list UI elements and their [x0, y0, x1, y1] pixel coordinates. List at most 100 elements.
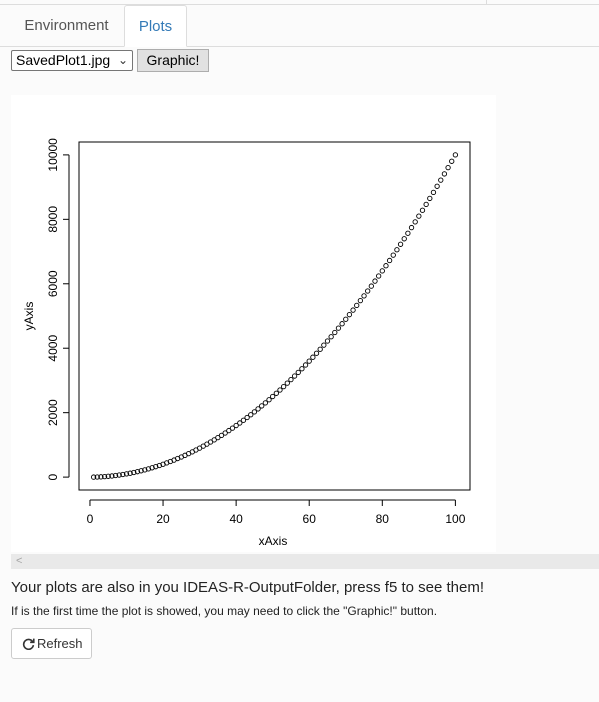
x-axis-label: xAxis [259, 534, 288, 548]
data-point [441, 171, 448, 177]
data-point [339, 321, 345, 327]
data-point [284, 380, 290, 386]
data-point [280, 383, 287, 390]
scroll-left-icon[interactable]: < [16, 555, 23, 567]
data-point [142, 467, 148, 473]
data-point [401, 236, 407, 242]
data-point [317, 346, 323, 352]
data-point [149, 465, 155, 471]
data-point [229, 425, 236, 431]
data-point [131, 469, 137, 476]
data-point [335, 325, 342, 331]
saved-plot-select-value: SavedPlot1.jpg [16, 52, 111, 68]
data-point [138, 468, 144, 474]
top-separator [486, 0, 487, 4]
data-point [222, 430, 228, 436]
data-point [419, 207, 426, 213]
data-point [215, 434, 221, 441]
data-point [408, 224, 415, 231]
data-point [98, 474, 104, 480]
data-point [306, 358, 312, 364]
data-point [412, 219, 418, 225]
data-point [324, 338, 331, 344]
data-point [116, 472, 122, 478]
data-point [368, 283, 374, 289]
plot-image: 0 20 40 60 80 100 0 2000 4000 6000 8000 10000 xAxi… [11, 95, 496, 552]
x-axis: 0 20 40 60 80 100 [87, 499, 466, 526]
data-point [321, 342, 327, 348]
data-point [105, 473, 111, 479]
data-point [350, 307, 356, 313]
data-point [259, 403, 265, 409]
data-points [90, 152, 459, 480]
data-point [109, 473, 115, 479]
data-point [101, 473, 108, 480]
data-point [328, 334, 334, 340]
data-point [302, 362, 309, 368]
data-point [346, 312, 353, 318]
data-point [365, 288, 371, 294]
tab-environment[interactable]: Environment [24, 17, 109, 34]
data-point [299, 366, 305, 372]
data-point [134, 469, 141, 475]
data-point [248, 412, 254, 418]
data-point [244, 414, 250, 421]
data-point [273, 390, 279, 396]
chevron-down-icon: ⌄ [117, 53, 128, 67]
horizontal-scrollbar[interactable]: < [11, 554, 599, 569]
data-point [270, 393, 276, 400]
data-point [288, 376, 294, 383]
top-divider [0, 4, 599, 5]
data-point [310, 354, 316, 360]
refresh-button[interactable]: Refresh [11, 628, 92, 659]
x-tick-label: 0 [87, 512, 94, 526]
data-point [127, 470, 133, 476]
data-point [354, 302, 360, 309]
data-point [397, 241, 404, 247]
data-point [449, 158, 455, 164]
refresh-icon [22, 638, 35, 650]
data-point [313, 350, 320, 356]
data-point [383, 263, 389, 269]
data-point [262, 400, 269, 406]
y-tick-label: 4000 [46, 335, 60, 362]
data-point [357, 298, 364, 304]
data-point [379, 268, 385, 274]
x-tick-label: 60 [303, 512, 317, 526]
y-tick-label: 8000 [46, 206, 60, 233]
saved-plot-select[interactable]: SavedPlot1.jpg ⌄ [11, 50, 133, 71]
data-point [452, 152, 459, 158]
refresh-button-label: Refresh [37, 636, 83, 651]
data-point [423, 201, 429, 208]
data-point [240, 417, 247, 423]
data-point [416, 213, 422, 219]
y-tick-label: 0 [46, 473, 60, 480]
plot-frame [78, 141, 471, 491]
data-point [427, 195, 433, 202]
tab-plots[interactable]: Plots [124, 5, 187, 47]
data-point [120, 471, 126, 478]
y-axis: 0 2000 4000 6000 8000 10000 [46, 138, 70, 480]
data-point [390, 252, 396, 258]
graphic-button[interactable]: Graphic! [137, 49, 209, 72]
y-axis-label: yAxis [22, 302, 36, 331]
x-tick-label: 40 [229, 512, 243, 526]
data-point [211, 437, 217, 443]
data-point [405, 230, 411, 236]
data-point [438, 177, 444, 183]
data-point [237, 420, 243, 426]
output-folder-message: Your plots are also in you IDEAS-R-Outpu… [11, 579, 485, 596]
y-tick-label: 6000 [46, 270, 60, 297]
tab-bar: Environment Plots [0, 5, 599, 47]
y-tick-label: 2000 [46, 399, 60, 426]
data-point [375, 273, 382, 279]
data-point [226, 427, 232, 434]
data-point [386, 257, 393, 264]
data-point [251, 409, 258, 415]
data-point [361, 293, 367, 299]
data-point [266, 397, 272, 403]
data-point [394, 247, 400, 253]
x-tick-label: 20 [156, 512, 170, 526]
data-point [372, 278, 378, 284]
data-point [445, 164, 451, 171]
